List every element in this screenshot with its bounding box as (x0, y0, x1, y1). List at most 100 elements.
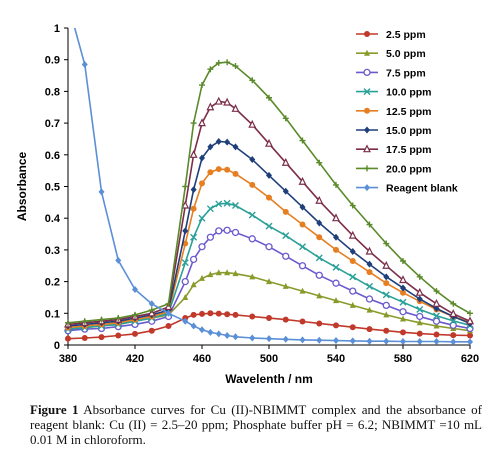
data-point (332, 263, 340, 271)
data-point (249, 156, 256, 164)
y-tick-label: 0.5 (45, 182, 60, 194)
data-point (433, 322, 440, 329)
data-point (65, 335, 71, 342)
data-point (132, 330, 138, 337)
data-point (248, 211, 256, 219)
data-point (449, 317, 457, 325)
data-point (224, 269, 231, 276)
data-point (231, 228, 240, 237)
data-point (298, 176, 307, 185)
data-point (299, 318, 306, 325)
data-point (282, 252, 290, 260)
legend-label: 7.5 ppm (386, 67, 426, 79)
y-axis-label: Absorbance (15, 152, 29, 222)
data-point (366, 337, 373, 345)
data-point (366, 269, 373, 276)
data-point (299, 243, 306, 251)
data-point (363, 144, 371, 153)
data-point (232, 202, 239, 210)
data-point (433, 338, 440, 346)
series-line (67, 312, 471, 340)
y-tick-label: 0.4 (45, 213, 61, 225)
data-point (416, 330, 423, 337)
data-point (433, 312, 440, 320)
data-point (181, 259, 189, 267)
data-point (190, 311, 197, 318)
data-point (249, 313, 256, 320)
y-tick-label: 0 (54, 340, 60, 352)
data-point (199, 180, 205, 187)
data-point (190, 322, 197, 330)
data-point (224, 166, 231, 173)
data-point (364, 49, 370, 56)
data-point (316, 219, 323, 227)
legend-item: 17.5 ppm (356, 144, 432, 156)
series-20-0-ppm (65, 59, 473, 326)
x-axis-label: Wavelenth / nm (225, 372, 313, 386)
data-point (266, 335, 272, 343)
data-point (383, 337, 390, 345)
data-point (332, 279, 340, 287)
data-point (207, 310, 214, 317)
series-10-0-ppm (64, 199, 474, 333)
data-point (433, 331, 440, 338)
data-point (215, 310, 222, 317)
data-point (199, 310, 205, 317)
data-point (98, 188, 105, 196)
data-point (165, 300, 172, 307)
data-point (148, 327, 155, 334)
x-tick-label: 380 (59, 353, 77, 365)
data-point (248, 235, 256, 243)
data-point (207, 66, 214, 73)
data-point (215, 166, 222, 173)
data-point (432, 298, 441, 307)
series-reagent-blank (73, 27, 473, 346)
data-point (365, 295, 374, 303)
data-point (466, 316, 474, 325)
data-point (148, 300, 155, 308)
y-tick-label: 0.9 (45, 55, 60, 67)
x-tick-label: 620 (461, 353, 479, 365)
data-point (199, 274, 205, 281)
data-point (190, 281, 197, 288)
data-point (206, 205, 214, 213)
data-point (232, 333, 239, 341)
data-point (182, 183, 189, 190)
data-point (265, 222, 273, 230)
data-point (383, 311, 390, 318)
data-point (232, 63, 239, 70)
data-point (399, 308, 407, 316)
x-tick-label: 420 (126, 353, 144, 365)
data-point (450, 332, 457, 339)
data-point (366, 306, 373, 313)
data-point (348, 230, 357, 239)
data-point (207, 169, 214, 176)
legend-label: 17.5 ppm (386, 144, 432, 156)
data-point (215, 269, 222, 276)
series-line (67, 202, 471, 330)
data-point (315, 271, 323, 279)
data-point (364, 126, 370, 134)
data-point (282, 335, 289, 343)
data-point (467, 332, 473, 339)
series-line (67, 229, 471, 332)
data-point (148, 307, 155, 314)
y-tick-label: 0.8 (45, 86, 60, 98)
data-point (282, 115, 289, 122)
data-point (349, 337, 356, 345)
data-point (223, 199, 231, 207)
data-point (190, 205, 197, 212)
data-point (333, 181, 339, 188)
data-point (400, 284, 406, 292)
x-tick-label: 460 (193, 353, 211, 365)
data-point (449, 309, 458, 318)
data-point (333, 297, 339, 304)
data-point (433, 288, 440, 295)
data-point (282, 187, 289, 195)
legend-label: 15.0 ppm (386, 125, 432, 137)
data-point (416, 306, 424, 313)
caption-label: Figure 1 (30, 402, 79, 417)
data-point (432, 317, 441, 325)
data-point (115, 256, 122, 264)
data-point (223, 226, 231, 234)
